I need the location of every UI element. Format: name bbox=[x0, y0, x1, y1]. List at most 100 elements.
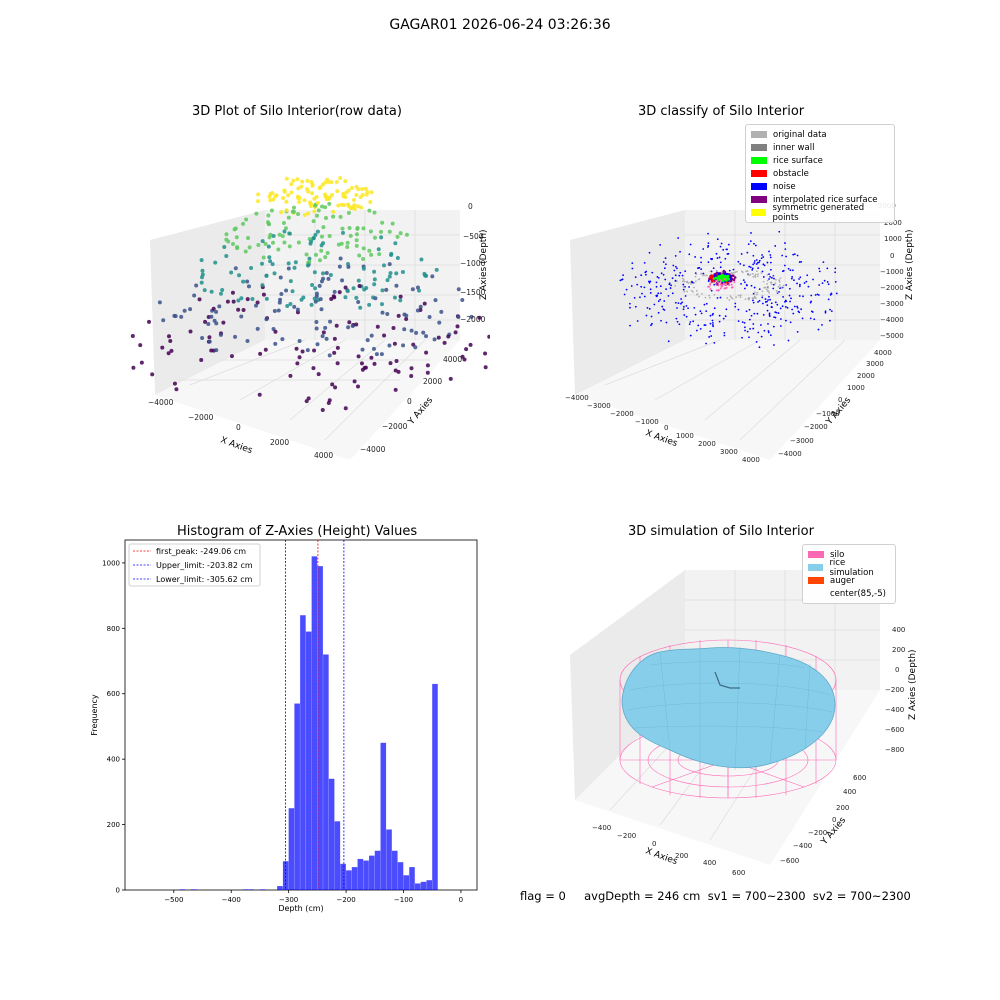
original-data-point bbox=[687, 282, 690, 284]
raw-data-point bbox=[357, 284, 362, 289]
noise-point bbox=[739, 262, 742, 265]
raw-data-point bbox=[314, 291, 319, 296]
raw-data-point bbox=[270, 262, 275, 267]
raw-data-point bbox=[297, 355, 302, 360]
noise-point bbox=[665, 288, 668, 291]
original-data-point bbox=[728, 299, 731, 301]
classified-point bbox=[733, 276, 737, 279]
noise-point bbox=[752, 327, 755, 330]
histogram-bar bbox=[432, 683, 438, 890]
noise-point bbox=[769, 256, 772, 259]
raw-data-point bbox=[306, 396, 311, 401]
raw-data-point bbox=[243, 249, 248, 254]
noise-point bbox=[769, 275, 772, 278]
noise-point bbox=[676, 307, 678, 309]
classify-ytick: 3000 bbox=[866, 360, 884, 368]
noise-point bbox=[769, 268, 772, 271]
classify-ztick: −2000 bbox=[880, 284, 904, 292]
original-data-point bbox=[690, 289, 693, 292]
noise-point bbox=[770, 276, 773, 279]
raw-data-point bbox=[308, 200, 313, 205]
noise-point bbox=[689, 321, 692, 323]
raw-data-point bbox=[280, 337, 285, 342]
classified-point bbox=[722, 283, 725, 286]
raw-data-point bbox=[272, 308, 277, 313]
raw-data-point bbox=[172, 381, 177, 386]
raw-data-point bbox=[281, 221, 286, 226]
noise-point bbox=[668, 282, 671, 285]
raw-data-point bbox=[364, 286, 369, 291]
noise-point bbox=[749, 328, 751, 330]
noise-point bbox=[790, 277, 793, 280]
histogram-xtick-label: −400 bbox=[222, 896, 241, 904]
classify-xlabel: X Axies bbox=[644, 428, 679, 449]
noise-point bbox=[761, 270, 764, 273]
noise-point bbox=[818, 267, 821, 270]
raw-data-point bbox=[317, 186, 322, 191]
raw-data-point bbox=[194, 283, 199, 288]
raw-data-point bbox=[277, 232, 282, 237]
noise-point bbox=[673, 269, 676, 272]
noise-point bbox=[663, 267, 666, 270]
raw-data-point bbox=[352, 379, 357, 384]
histogram-ytick-label: 600 bbox=[107, 690, 120, 698]
original-data-point bbox=[760, 272, 763, 274]
raw-data-point bbox=[297, 200, 302, 205]
raw-data-point bbox=[312, 270, 317, 275]
raw-data-point bbox=[404, 232, 409, 237]
raw-data-point bbox=[286, 261, 291, 266]
noise-point bbox=[634, 276, 637, 279]
noise-point bbox=[791, 269, 794, 272]
original-data-point bbox=[766, 290, 769, 292]
raw-data-point bbox=[291, 205, 296, 210]
original-data-point bbox=[729, 295, 732, 298]
noise-point bbox=[649, 288, 652, 291]
noise-point bbox=[770, 302, 773, 305]
raw-data-point bbox=[323, 216, 328, 221]
noise-point bbox=[784, 248, 787, 251]
raw-data-point bbox=[436, 335, 441, 340]
raw-data-point bbox=[369, 252, 374, 257]
raw-data-point bbox=[442, 340, 447, 345]
raw-data-point bbox=[294, 346, 299, 351]
noise-point bbox=[826, 267, 829, 270]
noise-point bbox=[692, 320, 695, 323]
raw-data-point bbox=[364, 192, 369, 197]
noise-point bbox=[728, 269, 731, 272]
raw-data-point bbox=[232, 227, 237, 232]
noise-point bbox=[767, 299, 769, 301]
noise-point bbox=[740, 282, 742, 285]
noise-point bbox=[710, 258, 713, 261]
raw-data-point bbox=[300, 349, 305, 354]
original-data-point bbox=[689, 281, 692, 284]
raw-zlabel: Z Axies (Depth) bbox=[479, 229, 489, 300]
histogram-bar bbox=[397, 862, 404, 890]
raw-data-point bbox=[254, 303, 259, 308]
sim-xtick: 200 bbox=[675, 852, 688, 860]
raw-data-point bbox=[343, 406, 348, 411]
original-data-point bbox=[776, 291, 779, 294]
noise-point bbox=[779, 325, 782, 327]
noise-point bbox=[798, 295, 801, 297]
raw-data-point bbox=[233, 266, 238, 271]
noise-point bbox=[750, 284, 753, 287]
raw-data-point bbox=[225, 299, 230, 304]
noise-point bbox=[774, 245, 777, 247]
sim-xlabel: X Axies bbox=[644, 846, 679, 867]
histogram-bar bbox=[248, 889, 255, 890]
raw-data-point bbox=[395, 256, 400, 261]
noise-point bbox=[719, 261, 722, 264]
raw-data-point bbox=[385, 312, 390, 317]
noise-point bbox=[756, 312, 759, 315]
original-data-point bbox=[696, 293, 699, 295]
sim-ytick: 400 bbox=[843, 788, 856, 796]
noise-point bbox=[682, 288, 685, 291]
raw-data-point bbox=[468, 342, 473, 347]
raw-data-point bbox=[375, 324, 380, 329]
raw-data-point bbox=[373, 235, 378, 240]
noise-point bbox=[707, 242, 710, 245]
noise-point bbox=[798, 261, 801, 263]
raw-data-point bbox=[157, 300, 162, 305]
raw-data-point bbox=[229, 270, 234, 275]
raw-data-point bbox=[372, 282, 377, 287]
